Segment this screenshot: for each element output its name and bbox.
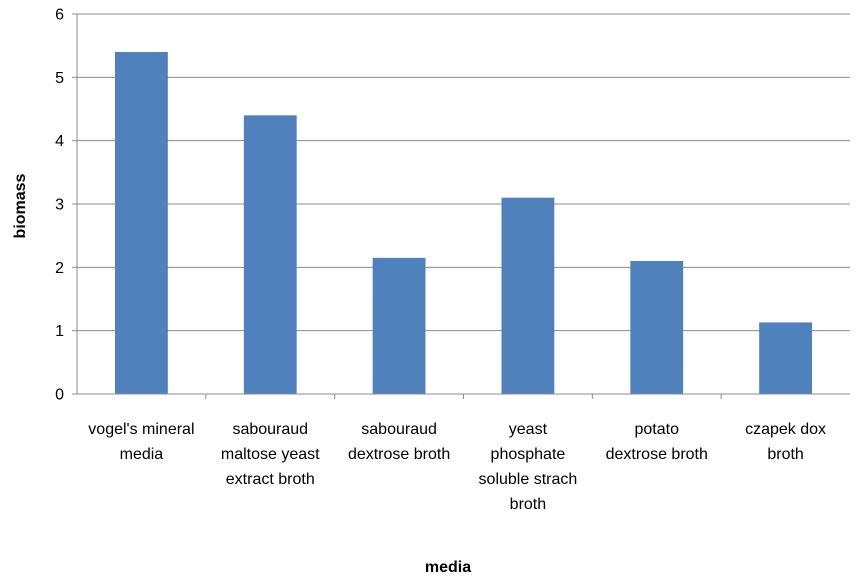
bar bbox=[372, 257, 426, 394]
y-tick-label: 5 bbox=[55, 70, 64, 87]
y-tick-label: 2 bbox=[55, 260, 64, 277]
gridlines bbox=[77, 13, 850, 332]
y-tick-label: 4 bbox=[55, 133, 64, 150]
bar bbox=[243, 115, 297, 394]
x-tick-label: yeast phosphate soluble strach broth bbox=[479, 421, 578, 513]
x-tick-label: potato dextrose broth bbox=[606, 421, 708, 463]
y-axis-label: biomass bbox=[12, 173, 29, 238]
y-tick-label: 0 bbox=[55, 387, 64, 404]
bar bbox=[115, 52, 168, 394]
x-tick-label: sabouraud dextrose broth bbox=[348, 421, 450, 463]
y-tick-label: 3 bbox=[55, 197, 64, 214]
y-tick-label: 6 bbox=[55, 7, 64, 24]
bar bbox=[759, 322, 812, 394]
x-axis-label: media bbox=[425, 559, 471, 575]
x-tick-labels: vogel's mineral media sabouraud maltose yea… bbox=[88, 421, 826, 513]
bar bbox=[630, 261, 684, 394]
bars bbox=[115, 52, 812, 394]
x-tick-label: sabouraud maltose yeast extract broth bbox=[221, 421, 320, 488]
x-tick-label: czapek dox broth bbox=[745, 421, 826, 463]
y-tick-labels: 0 1 2 3 4 5 6 bbox=[55, 7, 64, 404]
bar bbox=[501, 197, 555, 394]
x-tick-label: vogel's mineral media bbox=[88, 421, 194, 463]
y-tick-label: 1 bbox=[55, 323, 64, 340]
axes bbox=[72, 13, 850, 399]
